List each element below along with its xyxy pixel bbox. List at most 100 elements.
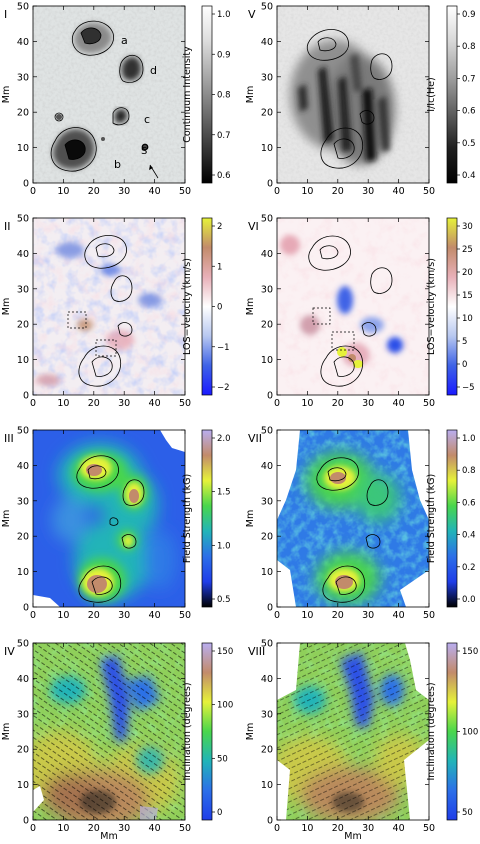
- colorbar-tick-label: 2.0: [217, 434, 231, 444]
- colorbar-tick-label: 10: [462, 314, 473, 324]
- x-tick-label: 20: [332, 610, 344, 621]
- y-tick-label: 0: [267, 391, 273, 402]
- colorbar-tick-label: 0.0: [462, 595, 476, 605]
- y-tick-label: 20: [261, 532, 273, 543]
- annotation-a: a: [121, 34, 128, 47]
- x-tick-label: 50: [179, 186, 191, 197]
- x-tick-label: 40: [393, 398, 405, 409]
- y-axis-label: Mm: [1, 86, 12, 103]
- annotation-s: S: [141, 146, 147, 157]
- y-tick-label: 0: [23, 816, 29, 827]
- x-tick-label: 30: [362, 610, 374, 621]
- y-tick-label: 10: [17, 355, 29, 366]
- colorbar-label: LOS−velocity (km/s): [426, 258, 437, 355]
- colorbar-label: Field Strength (kG): [426, 474, 437, 563]
- x-tick-label: 30: [362, 823, 374, 834]
- panel-VII: [277, 430, 429, 607]
- y-tick-label: 0: [23, 603, 29, 614]
- x-tick-label: 50: [179, 398, 191, 409]
- y-tick-label: 10: [261, 567, 273, 578]
- panel-roman-numeral: V: [248, 8, 256, 21]
- colorbar-tick-label: 50: [462, 808, 473, 818]
- colorbar-tick-label: 100: [462, 728, 478, 738]
- x-tick-label: 40: [393, 186, 405, 197]
- x-tick-label: 20: [88, 823, 100, 834]
- colorbar-tick-label: 0.7: [462, 74, 476, 84]
- x-tick-label: 30: [118, 186, 130, 197]
- panel-V: [277, 6, 429, 183]
- y-tick-label: 50: [261, 2, 273, 13]
- x-tick-label: 20: [332, 186, 344, 197]
- x-tick-label: 30: [118, 398, 130, 409]
- colorbar-tick-label: 150: [462, 647, 478, 657]
- colorbar: [446, 642, 458, 821]
- y-tick-label: 20: [261, 320, 273, 331]
- x-tick-label: 0: [30, 823, 36, 834]
- colorbar: [201, 429, 213, 608]
- x-tick-label: 0: [274, 186, 280, 197]
- y-tick-label: 40: [261, 37, 273, 48]
- x-tick-label: 20: [332, 398, 344, 409]
- x-tick-label: 10: [301, 186, 313, 197]
- panel-roman-numeral: VI: [248, 220, 259, 233]
- y-tick-label: 20: [17, 745, 29, 756]
- y-tick-label: 30: [261, 496, 273, 507]
- colorbar-tick-label: 0: [217, 303, 222, 313]
- panel-roman-numeral: II: [4, 220, 11, 233]
- x-tick-label: 30: [362, 186, 374, 197]
- x-tick-label: 0: [274, 823, 280, 834]
- y-tick-label: 50: [17, 214, 29, 225]
- colorbar: [446, 429, 458, 608]
- y-tick-label: 30: [17, 496, 29, 507]
- x-tick-label: 40: [393, 610, 405, 621]
- colorbar-label: Inclination (degrees): [182, 682, 193, 780]
- y-tick-label: 0: [267, 816, 273, 827]
- x-tick-label: 40: [149, 610, 161, 621]
- panel-frame: [276, 217, 430, 396]
- y-axis-label: Mm: [245, 510, 256, 527]
- colorbar-tick-label: 0.4: [462, 531, 476, 541]
- y-tick-label: 30: [17, 284, 29, 295]
- y-tick-label: 40: [17, 37, 29, 48]
- colorbar-tick-label: −2: [217, 383, 230, 393]
- x-tick-label: 20: [332, 823, 344, 834]
- y-tick-label: 10: [261, 143, 273, 154]
- colorbar-tick-label: 0.9: [217, 50, 231, 60]
- colorbar-tick-label: 1: [217, 262, 222, 272]
- colorbar-label: Continuum Intensity: [182, 46, 193, 143]
- y-tick-label: 30: [17, 709, 29, 720]
- y-tick-label: 50: [17, 426, 29, 437]
- colorbar-label: Inclination (degrees): [426, 682, 437, 780]
- y-tick-label: 40: [261, 249, 273, 260]
- colorbar: [201, 5, 213, 184]
- colorbar-tick-label: 0.5: [462, 139, 476, 149]
- y-axis-label: Mm: [1, 298, 12, 315]
- x-tick-label: 0: [274, 610, 280, 621]
- colorbar: [201, 642, 213, 821]
- y-tick-label: 30: [261, 72, 273, 83]
- x-tick-label: 30: [118, 823, 130, 834]
- panel-I: a b c d S: [33, 6, 185, 183]
- panel-roman-numeral: III: [4, 432, 14, 445]
- colorbar-tick-label: 1.5: [217, 488, 231, 498]
- x-tick-label: 50: [179, 610, 191, 621]
- colorbar-tick-label: 0.6: [462, 498, 476, 508]
- y-tick-label: 20: [261, 745, 273, 756]
- x-tick-label: 10: [57, 610, 69, 621]
- colorbar-label: Field Strength (kG): [182, 474, 193, 563]
- colorbar-tick-label: 0.5: [217, 595, 231, 605]
- panel-frame: [276, 642, 430, 821]
- colorbar: [201, 217, 213, 396]
- y-tick-label: 20: [17, 108, 29, 119]
- x-tick-label: 10: [301, 823, 313, 834]
- x-tick-label: 50: [179, 823, 191, 834]
- colorbar-tick-label: 0.7: [217, 131, 231, 141]
- colorbar-tick-label: 0.6: [217, 171, 231, 181]
- colorbar-tick-label: 0.9: [462, 10, 476, 20]
- annotation-c: c: [144, 113, 150, 126]
- y-tick-label: 0: [23, 179, 29, 190]
- colorbar-tick-label: 20: [462, 268, 473, 278]
- y-tick-label: 50: [261, 639, 273, 650]
- x-tick-label: 10: [301, 398, 313, 409]
- y-tick-label: 20: [17, 320, 29, 331]
